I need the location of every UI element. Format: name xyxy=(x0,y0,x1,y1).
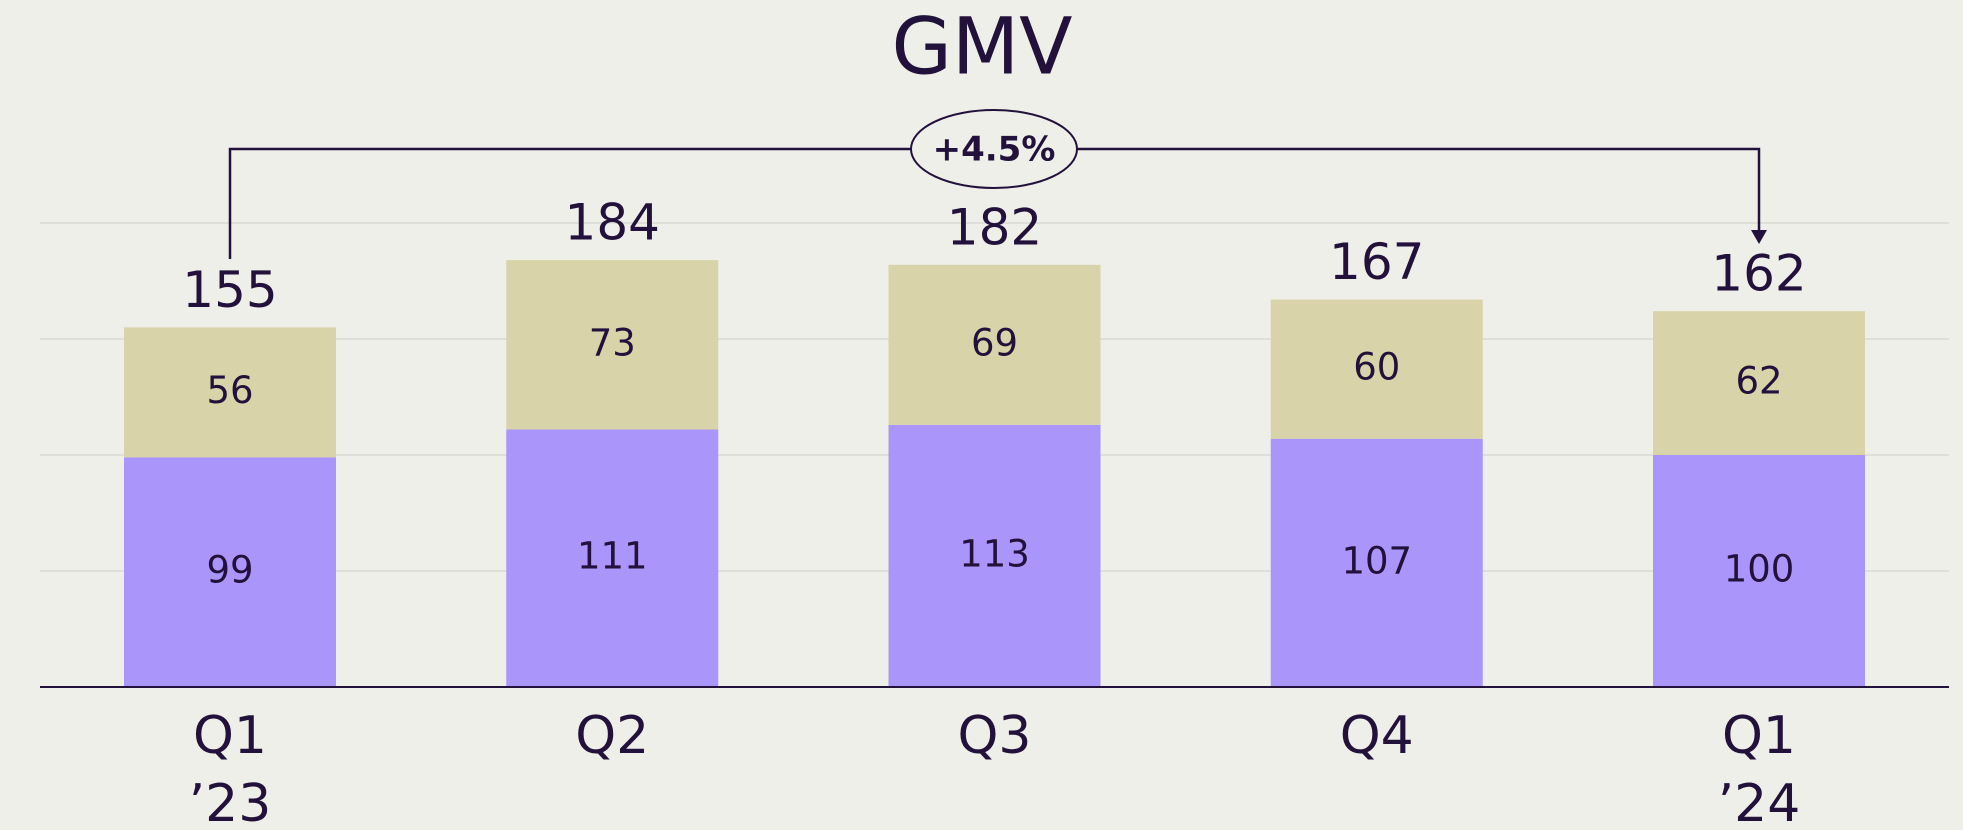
segment-label: 73 xyxy=(589,321,636,364)
segment-label: 100 xyxy=(1724,548,1795,591)
bar-segment xyxy=(124,327,336,458)
bar-segment xyxy=(888,424,1101,687)
chart-title: GMV xyxy=(891,2,1072,92)
x-tick-label: Q3 xyxy=(957,706,1031,766)
bracket xyxy=(228,147,1761,259)
segment-label: 62 xyxy=(1735,360,1782,403)
bar-segment xyxy=(1653,455,1865,687)
total-label: 184 xyxy=(565,194,660,252)
x-tick-label: Q4 xyxy=(1340,706,1414,766)
arrow-head xyxy=(1751,230,1767,244)
annotation: +4.5% xyxy=(933,130,1056,170)
segment-label: 113 xyxy=(959,532,1030,575)
bar-segment xyxy=(1653,311,1865,455)
segment-label: 111 xyxy=(577,535,648,578)
total-label: 155 xyxy=(182,261,277,319)
bar-segment xyxy=(1270,438,1483,687)
segment-label: 60 xyxy=(1353,346,1400,389)
bar-segment xyxy=(506,260,719,430)
x-tick-label: Q2 xyxy=(575,706,649,766)
annotation-ellipse xyxy=(910,109,1078,189)
total-label: 167 xyxy=(1329,233,1424,291)
x-tick-label: Q1’24 xyxy=(1718,706,1801,830)
segment-label: 99 xyxy=(206,549,253,592)
total-label: 162 xyxy=(1711,245,1806,303)
bar-segment xyxy=(506,429,719,687)
segment-label: 56 xyxy=(206,369,253,412)
total-label: 182 xyxy=(947,198,1042,256)
bar-segment xyxy=(888,264,1101,425)
x-tick-label: Q1’23 xyxy=(189,706,272,830)
bar-segment xyxy=(124,457,336,687)
bar-segment xyxy=(1270,299,1483,439)
segment-label: 69 xyxy=(971,321,1018,364)
segment-label: 107 xyxy=(1341,539,1412,582)
